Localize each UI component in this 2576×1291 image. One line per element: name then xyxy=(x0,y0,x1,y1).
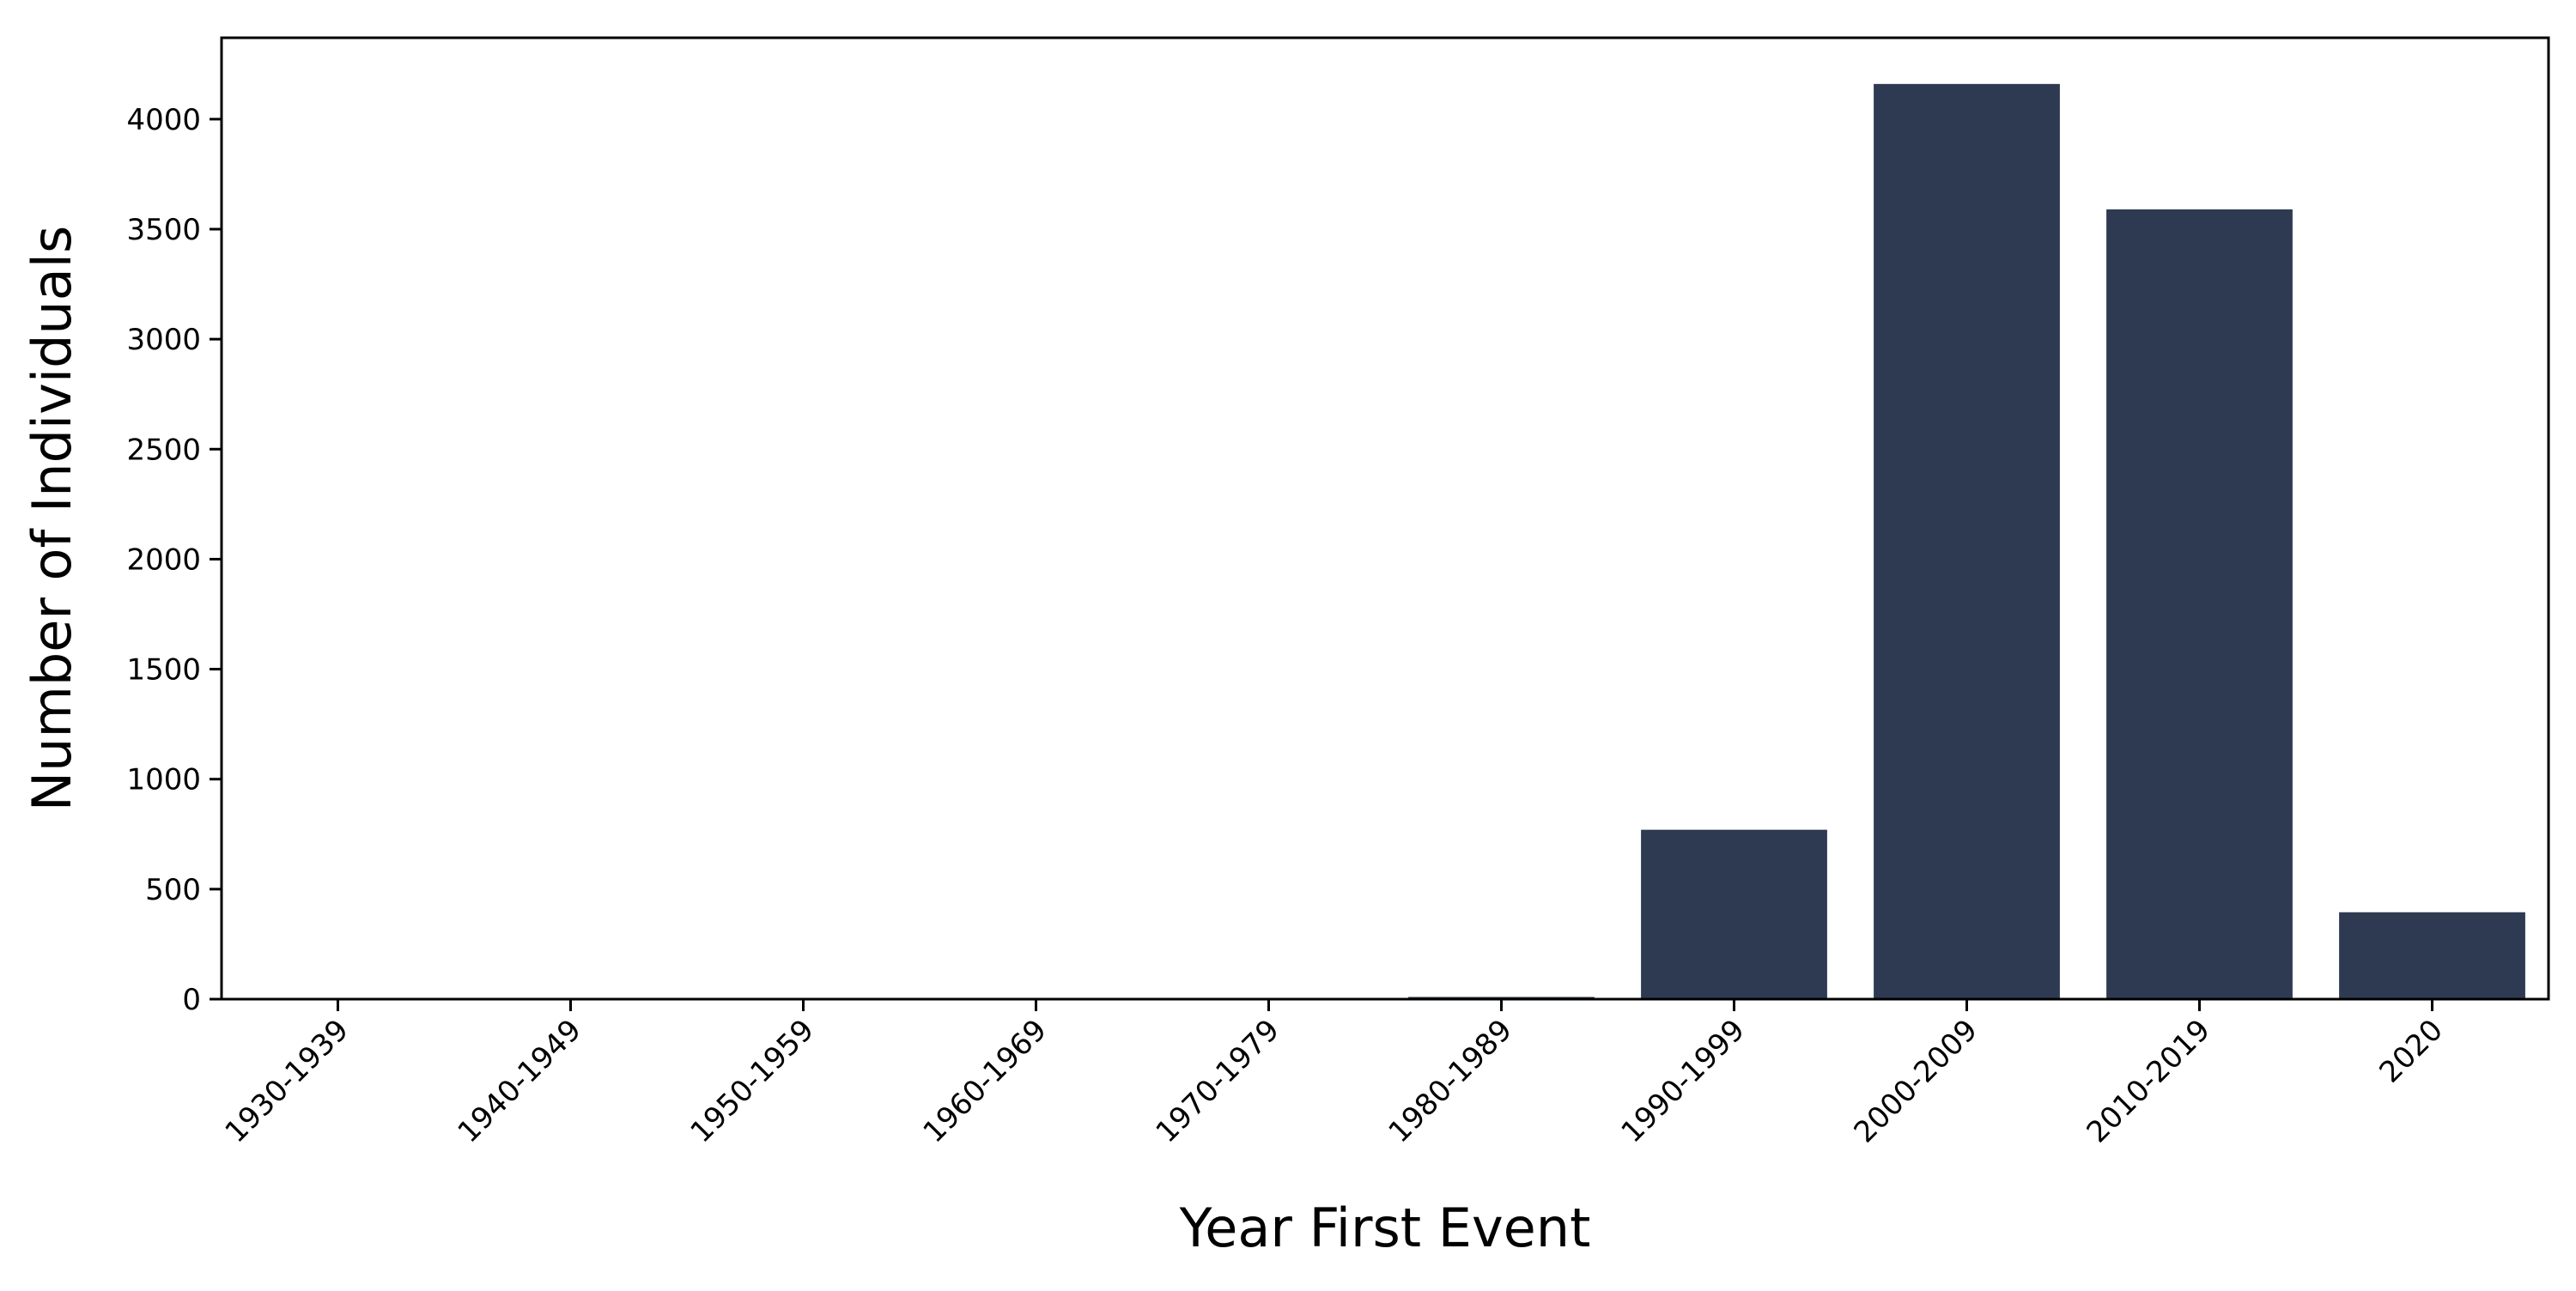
x-tick-label: 2010-2019 xyxy=(2081,1013,2217,1149)
y-tick-label: 0 xyxy=(182,983,201,1017)
y-tick-label: 2000 xyxy=(126,542,201,577)
x-tick-label: 2000-2009 xyxy=(1848,1013,1984,1149)
x-tick-label: 2020 xyxy=(2372,1013,2449,1089)
x-tick-label: 1930-1939 xyxy=(219,1013,355,1149)
y-tick-label: 2500 xyxy=(126,433,201,467)
x-tick-label: 1960-1969 xyxy=(917,1013,1054,1149)
bar-2010-2019 xyxy=(2106,209,2293,999)
y-axis: 0 500 1000 1500 2000 2500 3000 3500 4000 xyxy=(126,103,222,1017)
bars-group xyxy=(245,84,2525,999)
y-tick-label: 1000 xyxy=(126,763,201,797)
y-tick-label: 1500 xyxy=(126,653,201,688)
y-tick-label: 4000 xyxy=(126,103,201,137)
x-tick-label: 1950-1959 xyxy=(684,1013,821,1149)
y-axis-label: Number of Individuals xyxy=(21,226,83,811)
x-tick-label: 1980-1989 xyxy=(1382,1013,1519,1149)
y-tick-label: 3500 xyxy=(126,213,201,247)
x-tick-label: 1970-1979 xyxy=(1150,1013,1286,1149)
y-tick-label: 3000 xyxy=(126,323,201,357)
y-tick-label: 500 xyxy=(145,873,201,907)
x-tick-label: 1990-1999 xyxy=(1615,1013,1752,1149)
bar-2000-2009 xyxy=(1874,84,2060,999)
bar-1990-1999 xyxy=(1641,830,1827,999)
x-tick-label: 1940-1949 xyxy=(452,1013,588,1149)
bar-2020 xyxy=(2339,912,2525,999)
x-axis-label: Year First Event xyxy=(1179,1197,1591,1259)
x-axis: 1930-1939 1940-1949 1950-1959 1960-1969 1970… xyxy=(219,999,2450,1149)
